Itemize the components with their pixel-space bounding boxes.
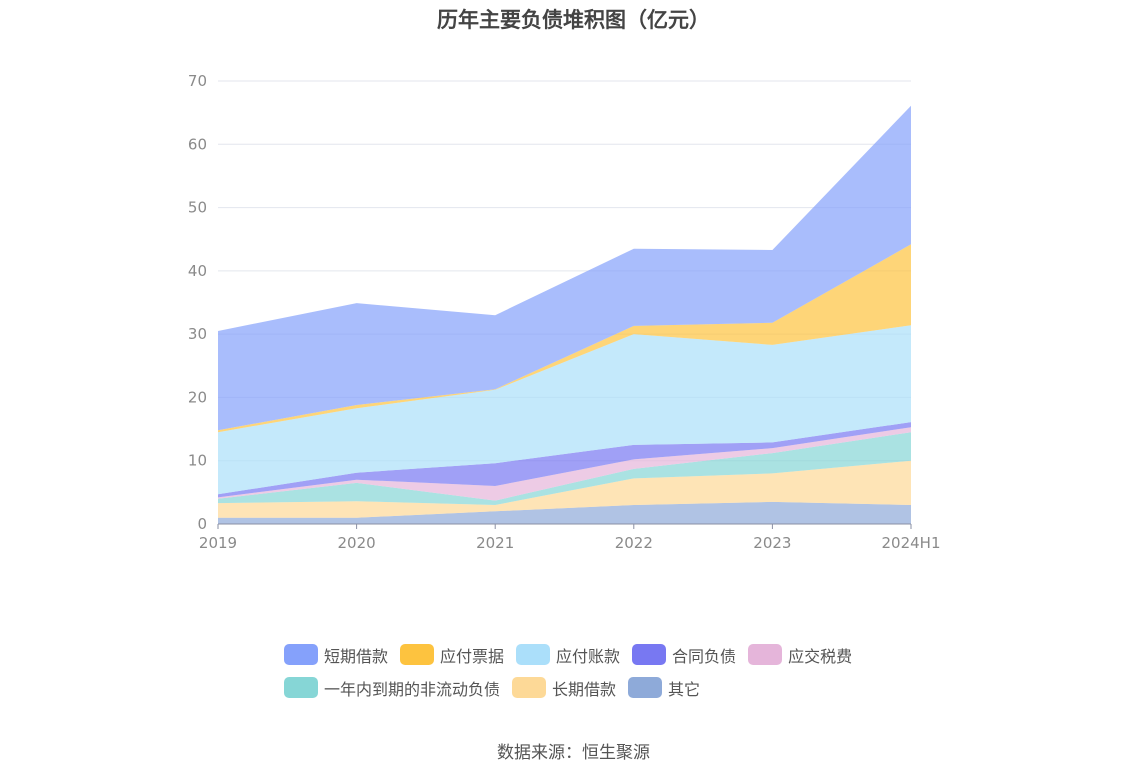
area-series: [218, 460, 911, 518]
legend-swatch: [748, 644, 783, 665]
axes: 0 10 20 30 40 50 60 70 2019 2020 2021 2022 2023 2024H…: [188, 72, 941, 552]
legend-item[interactable]: 短期借款: [284, 643, 388, 667]
legend-swatch: [512, 677, 547, 698]
y-tick-label: 20: [188, 388, 207, 406]
legend-swatch: [284, 677, 318, 698]
legend-label: 长期借款: [552, 679, 617, 699]
y-tick-label: 50: [188, 199, 207, 217]
area-series: [218, 427, 911, 501]
legend-row: 一年内到期的非流动负债 长期借款 其它: [284, 671, 904, 704]
y-tick-label: 10: [188, 452, 207, 470]
x-tick-label: 2023: [753, 534, 791, 552]
legend-label: 应交税费: [788, 646, 853, 666]
legend-swatch: [400, 644, 435, 665]
legend-item[interactable]: 一年内到期的非流动负债: [284, 676, 500, 700]
legend-swatch: [284, 644, 318, 665]
y-tick-label: 0: [197, 515, 207, 533]
data-source-note: 数据来源：恒生聚源: [497, 743, 650, 763]
legend-item[interactable]: 其它: [628, 676, 700, 700]
area-series: [218, 325, 911, 495]
legend-label: 应付账款: [556, 646, 621, 666]
area-series: [218, 244, 911, 433]
y-tick-label: 60: [188, 135, 207, 153]
x-tick-label: 2020: [338, 534, 376, 552]
legend-row: 短期借款 应付票据 应付账款 合同负债 应交税费: [284, 638, 904, 671]
legend-label: 应付票据: [440, 646, 505, 666]
legend-item[interactable]: 长期借款: [512, 676, 616, 700]
legend-label: 合同负债: [672, 646, 737, 666]
x-tick-label: 2022: [615, 534, 653, 552]
legend-label: 一年内到期的非流动负债: [324, 679, 501, 699]
area-series: [218, 422, 911, 498]
legend-label: 其它: [668, 679, 701, 699]
legend: 短期借款 应付票据 应付账款 合同负债 应交税费 一年内到期的非流动负债 长期借款 其它: [284, 638, 904, 704]
area-series: [218, 105, 911, 431]
legend-swatch: [628, 677, 663, 698]
legend-swatch: [516, 644, 551, 665]
legend-swatch: [632, 644, 667, 665]
legend-item[interactable]: 应付票据: [400, 643, 504, 667]
legend-label: 短期借款: [324, 646, 389, 666]
area-series-layer: [218, 105, 911, 524]
y-tick-label: 40: [188, 262, 207, 280]
legend-item[interactable]: 应交税费: [748, 643, 852, 667]
legend-item[interactable]: 应付账款: [516, 643, 620, 667]
x-tick-label: 2024H1: [882, 534, 941, 552]
x-tick-label: 2021: [476, 534, 514, 552]
x-tick-label: 2019: [199, 534, 237, 552]
area-series: [218, 432, 911, 505]
legend-item[interactable]: 合同负债: [632, 643, 736, 667]
area-series: [218, 501, 911, 524]
chart-title: 历年主要负债堆积图（亿元）: [437, 8, 710, 32]
y-tick-label: 70: [188, 72, 207, 90]
y-tick-label: 30: [188, 325, 207, 343]
